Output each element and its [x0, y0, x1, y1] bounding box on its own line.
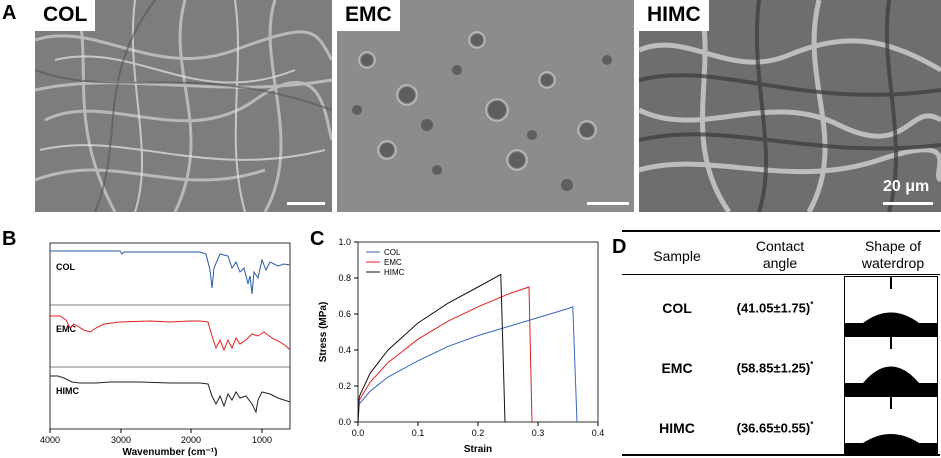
x-tick-label: 3000: [111, 435, 131, 445]
y-tick-label: 0.8: [338, 273, 351, 283]
droplet: [863, 312, 919, 323]
panel-letter-b: B: [2, 228, 17, 250]
sem-label-himc: HIMC: [639, 0, 709, 31]
panel-letter-c: C: [310, 228, 325, 250]
y-tick-label: 0.0: [338, 417, 351, 427]
row-sample-himc: HIMC: [659, 420, 695, 436]
sem-image-col: COL: [35, 0, 332, 212]
x-tick-label: 0.0: [352, 428, 365, 438]
sem-image-emc: EMC: [337, 0, 634, 212]
table-bottom-rule: [622, 454, 940, 456]
trace-label-emc: EMC: [56, 324, 77, 334]
row-angle-emc: (58.85±1.25)*: [710, 360, 840, 375]
table-header-rule: [622, 274, 940, 275]
waterdrop-drawing: [845, 337, 937, 395]
row-sample-col: COL: [662, 300, 692, 316]
substrate: [845, 443, 937, 455]
x-tick-label: 0.2: [472, 428, 485, 438]
y-tick-label: 1.0: [338, 237, 351, 247]
sem-image-himc: HIMC 20 μm: [639, 0, 941, 212]
droplet: [863, 434, 919, 443]
x-tick-label: 0.1: [412, 428, 425, 438]
panel-letter-a: A: [2, 2, 17, 24]
series-line-emc: [357, 286, 533, 423]
y-tick-label: 0.2: [338, 381, 351, 391]
waterdrop-image-col: [844, 276, 938, 336]
angle-value: (36.65±0.55): [736, 420, 811, 436]
sem-label-col: COL: [35, 0, 96, 31]
header-waterdrop-shape: Shape of waterdrop: [861, 238, 925, 271]
x-tick-label: 2000: [181, 435, 201, 445]
panel-letter-d: D: [612, 236, 627, 258]
sem-dense-fibers-image: [639, 0, 941, 212]
scale-bar: [883, 202, 933, 205]
y-tick-label: 0.4: [338, 345, 351, 355]
significance-mark: *: [810, 360, 814, 369]
ftir-spectra-plot: COL EMC HIMC 4000 3000 2000 1000 Wavenum…: [40, 242, 291, 456]
spectrum-col: [50, 250, 291, 295]
waterdrop-image-emc: [844, 336, 938, 396]
sem-label-emc: EMC: [337, 0, 400, 31]
x-tick-label: 0.4: [592, 428, 605, 438]
x-tick-label: 0.3: [532, 428, 545, 438]
row-angle-col: (41.05±1.75)*: [710, 300, 840, 315]
waterdrop-drawing: [845, 397, 937, 455]
trace-label-himc: HIMC: [56, 386, 79, 396]
waterdrop-image-himc: [844, 396, 938, 456]
stress-strain-plot: 0.0 0.1 0.2 0.3 0.4 0.0 0.2 0.4 0.6 0.8 1.0 Strain S…: [318, 237, 605, 455]
significance-mark: *: [810, 300, 814, 309]
x-axis-title: Strain: [464, 444, 492, 455]
x-tick-label: 4000: [40, 435, 60, 445]
sem-fibrous-collagen-image: [35, 0, 332, 212]
legend-label: EMC: [384, 258, 402, 267]
spectrum-himc: [50, 375, 291, 414]
plot-frame: [49, 242, 291, 430]
y-tick-label: 0.6: [338, 309, 351, 319]
table-top-rule: [622, 230, 940, 232]
trace-label-col: COL: [56, 262, 76, 272]
legend-label: HIMC: [384, 268, 405, 277]
angle-value: (58.85±1.25): [736, 360, 811, 376]
scale-bar: [287, 202, 325, 205]
contact-angle-table: Sample Contact angle Shape of waterdrop …: [622, 228, 940, 456]
spectrum-emc: [50, 315, 291, 352]
series-line-col: [357, 306, 578, 423]
header-contact-angle: Contact angle: [755, 238, 805, 271]
header-sample: Sample: [653, 248, 701, 264]
substrate: [845, 383, 937, 395]
scale-bar-label: 20 μm: [883, 178, 930, 195]
y-axis-title: Stress (MPa): [318, 302, 329, 363]
series-line-himc: [357, 273, 506, 423]
row-sample-emc: EMC: [661, 360, 693, 376]
angle-value: (41.05±1.75): [736, 300, 811, 316]
row-angle-himc: (36.65±0.55)*: [710, 420, 840, 435]
x-tick-label: 1000: [252, 435, 272, 445]
substrate: [845, 323, 937, 335]
x-axis-title: Wavenumber (cm⁻¹): [123, 447, 218, 456]
significance-mark: *: [810, 420, 814, 429]
sem-porous-matrix-image: [337, 0, 634, 212]
waterdrop-drawing: [845, 277, 937, 335]
droplet: [863, 366, 919, 383]
legend-label: COL: [384, 248, 401, 257]
x-axis-ticks: 4000 3000 2000 1000: [40, 429, 272, 445]
scale-bar: [587, 202, 629, 205]
